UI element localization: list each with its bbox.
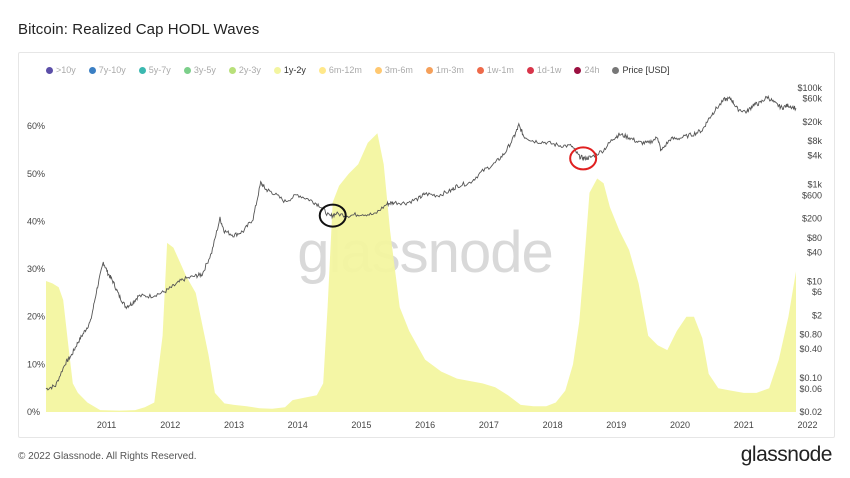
x-tick-label: 2017 [479,420,499,430]
y-axis-left: 0% 10% 20% 30% 40% 50% 60% [27,121,45,417]
y-left-tick-label: 50% [27,169,45,179]
y-left-tick-label: 40% [27,216,45,226]
legend-label: 5y-7y [148,65,171,75]
legend-item[interactable]: 1d-1w [526,65,562,75]
legend-label: 1y-2y [283,65,306,75]
x-tick-label: 2022 [797,420,817,430]
legend-item[interactable]: >10y [46,65,76,75]
legend-label: 2y-3y [238,65,261,75]
y-right-tick-label: $0.40 [799,344,822,354]
legend-item[interactable]: 3m-6m [374,65,413,75]
y-right-tick-label: $0.80 [799,330,822,340]
legend-dot-icon [183,66,191,74]
y-right-tick-label: $10 [807,276,822,286]
legend-dot-icon [138,66,146,74]
legend-dot-icon [476,66,484,74]
legend-dot-icon [526,66,534,74]
y-right-tick-label: $80 [807,233,822,243]
chart-legend: >10y 7y-10y 5y-7y 3y-5y 2y-3y 1y-2y 6m-12m 3m-6… [46,61,826,79]
legend-dot-icon [318,66,326,74]
y-left-tick-label: 10% [27,359,45,369]
legend-dot-icon [574,66,582,74]
x-tick-label: 2021 [734,420,754,430]
chart-title: Bitcoin: Realized Cap HODL Waves [18,21,260,38]
legend-dot-icon [612,66,620,74]
legend-item[interactable]: Price [USD] [612,65,669,75]
legend-label: 3m-6m [384,65,413,75]
x-tick-label: 2016 [415,420,435,430]
legend-dot-icon [46,66,53,74]
x-axis: 2011 2012 2013 2014 2015 2016 2017 2018 2019 2020… [97,420,818,430]
legend-label: 7y-10y [98,65,126,75]
red-circle-annotation [569,146,598,171]
legend-item[interactable]: 24h [574,65,599,75]
legend-item[interactable]: 6m-12m [318,65,362,75]
x-tick-label: 2018 [543,420,563,430]
x-tick-label: 2013 [224,420,244,430]
y-right-tick-label: $6 [812,287,822,297]
legend-item[interactable]: 1w-1m [476,65,514,75]
y-right-tick-label: $200 [802,214,822,224]
legend-item[interactable]: 5y-7y [138,65,171,75]
legend-dot-icon [228,66,236,74]
y-right-tick-label: $4k [807,151,822,161]
legend-item[interactable]: 7y-10y [88,65,126,75]
x-tick-label: 2014 [288,420,308,430]
y-right-tick-label: $0.10 [799,373,822,383]
black-circle-annotation [318,203,347,228]
y-right-tick-label: $2 [812,310,822,320]
legend-dot-icon [425,66,433,74]
legend-dot-icon [88,66,96,74]
y-right-tick-label: $1k [807,180,822,190]
y-right-tick-label: $100k [797,83,822,93]
legend-label: Price [USD] [622,65,670,75]
legend-label: 6m-12m [328,65,362,75]
legend-label: 1w-1m [486,65,514,75]
x-tick-label: 2019 [606,420,626,430]
legend-item[interactable]: 1y-2y [273,65,306,75]
legend-item[interactable]: 1m-3m [425,65,464,75]
legend-label: 1d-1w [536,65,562,75]
y-right-tick-label: $0.06 [799,384,822,394]
copyright-text: © 2022 Glassnode. All Rights Reserved. [18,451,197,462]
legend-dot-icon [273,66,281,74]
legend-label: 24h [584,65,600,75]
y-right-tick-label: $60k [802,94,822,104]
y-left-tick-label: 30% [27,264,45,274]
legend-label: 3y-5y [193,65,216,75]
y-right-tick-label: $40 [807,247,822,257]
price-layer [45,95,797,391]
y-left-tick-label: 20% [27,312,45,322]
y-right-tick-label: $20k [802,117,822,127]
y-axis-right: $0.02 $0.06$0.10 $0.40 $0.80 $2 $6$10 $40 $80 $2… [797,83,822,417]
y-left-tick-label: 60% [27,121,45,131]
legend-label: 1m-3m [435,65,464,75]
legend-label: >10y [56,65,76,75]
area-layer [46,133,796,413]
y-right-tick-label: $600 [802,190,822,200]
legend-dot-icon [374,66,382,74]
x-tick-label: 2020 [670,420,690,430]
x-tick-label: 2011 [97,420,116,430]
y-right-tick-label: $0.02 [799,407,822,417]
x-tick-label: 2012 [160,420,180,430]
y-right-tick-label: $8k [807,136,822,146]
legend-item[interactable]: 2y-3y [228,65,261,75]
brand-logo: glassnode [740,443,833,466]
x-tick-label: 2015 [351,420,371,430]
y-left-tick-label: 0% [27,407,40,417]
series-line-price [45,95,797,391]
legend-item[interactable]: 3y-5y [183,65,216,75]
annotation-layer [318,146,598,228]
series-area-1y-2y [46,133,796,413]
